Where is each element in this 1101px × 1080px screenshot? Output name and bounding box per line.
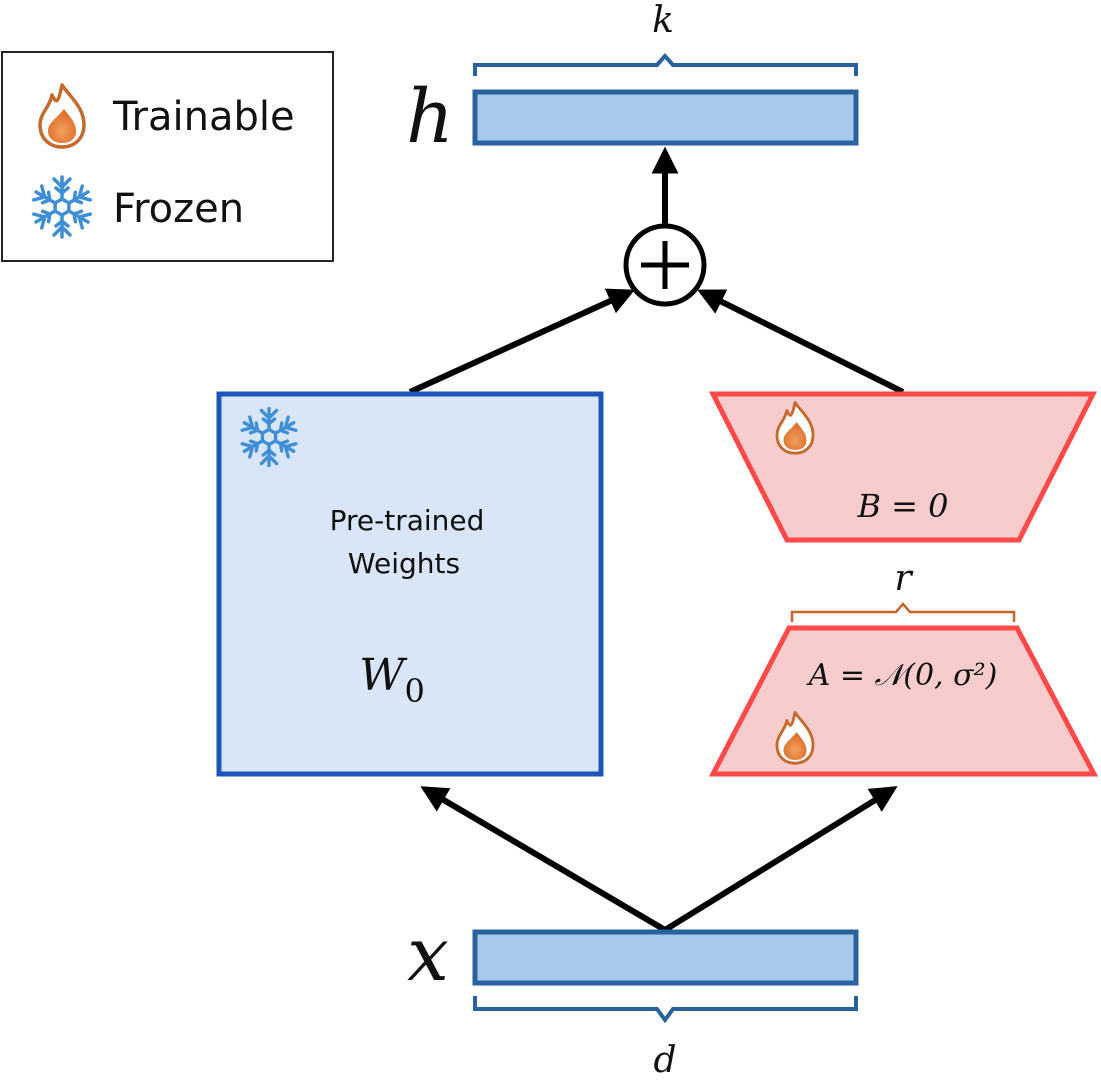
input-to-lora-a-arrow <box>663 786 898 933</box>
lora-b-label: B = 0 <box>856 487 948 525</box>
legend-trainable-label: Trainable <box>112 94 295 140</box>
sum-node <box>623 146 707 307</box>
rank-label: r <box>894 558 913 599</box>
lora-b-to-sum-arrow <box>697 289 905 395</box>
lora-a-label: A = 𝒩(0, σ²) <box>806 658 998 693</box>
rank-brace <box>790 602 1016 622</box>
pretrained-to-sum-arrow <box>408 288 635 395</box>
lora-a-trapezoid <box>708 625 1099 777</box>
output-vector-group: k h <box>406 0 859 160</box>
input-vector-group: x d <box>407 912 859 1080</box>
lora-b-block: B = 0 <box>708 391 1098 543</box>
output-dim-label: k <box>652 0 674 41</box>
input-symbol: x <box>407 912 449 998</box>
input-vector <box>472 929 859 986</box>
input-dim-brace <box>473 996 858 1024</box>
pretrained-weights-block: Pre-trained Weights W0 <box>216 391 604 777</box>
output-symbol: h <box>406 74 454 160</box>
input-to-pretrained-arrow <box>420 786 667 933</box>
pretrained-weights-box <box>216 391 604 777</box>
lora-a-block: r A = 𝒩(0, σ²) <box>708 558 1099 777</box>
pretrained-symbol: W0 <box>359 650 425 710</box>
legend: Trainable Frozen <box>1 51 334 262</box>
legend-frozen-label: Frozen <box>113 186 244 232</box>
pretrained-title-line2: Weights <box>348 547 460 580</box>
output-dim-brace <box>473 52 858 76</box>
input-dim-label: d <box>653 1040 676 1080</box>
output-vector <box>472 89 859 146</box>
pretrained-title-line1: Pre-trained <box>330 504 485 537</box>
